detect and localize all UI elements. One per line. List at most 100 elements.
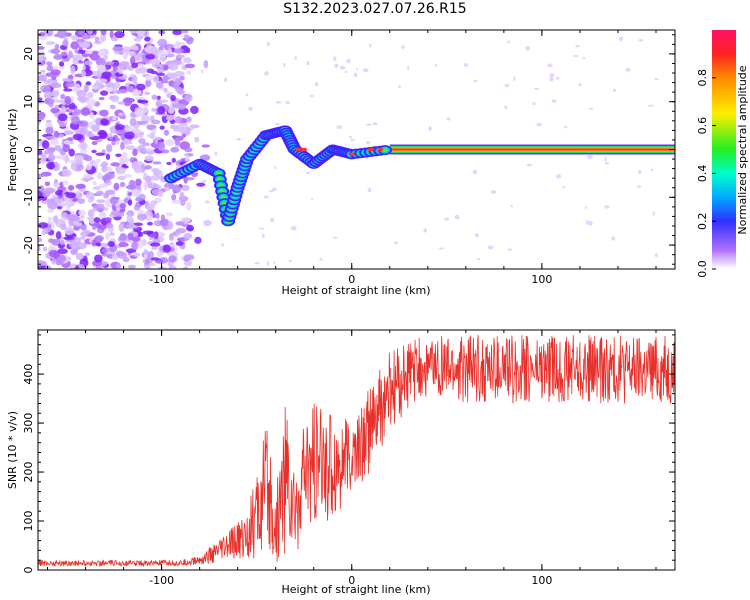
noise-blob bbox=[117, 89, 129, 94]
noise-blob bbox=[150, 119, 161, 125]
noise-blob bbox=[288, 259, 292, 263]
noise-blob bbox=[68, 159, 77, 164]
noise-blob bbox=[144, 91, 151, 96]
noise-blob bbox=[155, 81, 164, 89]
noise-blob bbox=[306, 61, 310, 66]
noise-blob bbox=[290, 225, 297, 231]
noise-blob bbox=[38, 265, 46, 269]
noise-blob bbox=[196, 182, 206, 187]
noise-blob bbox=[129, 179, 136, 186]
noise-blob bbox=[556, 174, 562, 179]
noise-blob bbox=[127, 264, 136, 269]
colorbar-tick-label: 0.6 bbox=[696, 117, 709, 135]
noise-blob bbox=[65, 192, 77, 199]
noise-blob bbox=[79, 236, 86, 240]
noise-blob bbox=[78, 120, 89, 127]
noise-blob bbox=[132, 46, 139, 51]
noise-blob bbox=[353, 72, 358, 78]
noise-blob bbox=[98, 48, 106, 56]
noise-blob bbox=[70, 35, 80, 41]
noise-blob bbox=[128, 225, 139, 229]
noise-blob bbox=[89, 112, 95, 120]
noise-blob bbox=[146, 203, 155, 211]
noise-blob bbox=[38, 245, 41, 252]
noise-blob bbox=[84, 60, 93, 66]
noise-blob bbox=[201, 179, 207, 183]
noise-blob bbox=[652, 211, 655, 216]
noise-blob bbox=[117, 175, 126, 181]
noise-blob bbox=[145, 175, 152, 184]
noise-blob bbox=[38, 115, 45, 121]
noise-blob bbox=[53, 54, 64, 60]
noise-blob bbox=[637, 169, 642, 174]
noise-blob bbox=[168, 255, 177, 263]
noise-blob bbox=[166, 220, 174, 230]
top-ytick-label: 10 bbox=[22, 95, 35, 109]
noise-blob bbox=[122, 51, 128, 60]
colorbar-tick-label: 0.2 bbox=[696, 212, 709, 230]
noise-blob bbox=[125, 145, 136, 150]
snr-plot bbox=[38, 334, 675, 568]
noise-blob bbox=[101, 248, 108, 254]
noise-blob bbox=[131, 241, 139, 250]
noise-blob bbox=[127, 191, 133, 197]
noise-blob bbox=[86, 98, 96, 107]
noise-blob bbox=[454, 214, 460, 220]
noise-blob bbox=[62, 143, 71, 153]
noise-blob bbox=[109, 232, 115, 236]
noise-blob bbox=[625, 67, 631, 72]
noise-blob bbox=[88, 198, 94, 203]
noise-blob bbox=[184, 63, 196, 69]
noise-blob bbox=[165, 114, 174, 121]
noise-blob bbox=[172, 30, 183, 36]
noise-blob bbox=[638, 39, 644, 42]
noise-blob bbox=[95, 152, 105, 156]
noise-blob bbox=[294, 56, 297, 61]
noise-blob bbox=[98, 97, 105, 101]
noise-blob bbox=[75, 252, 84, 261]
noise-blob bbox=[264, 71, 270, 76]
noise-blob bbox=[71, 116, 80, 125]
bottom-xtick-label: 0 bbox=[348, 574, 355, 587]
noise-blob bbox=[54, 43, 60, 50]
noise-blob bbox=[118, 129, 126, 135]
noise-blob bbox=[87, 209, 95, 218]
noise-blob bbox=[551, 99, 557, 103]
noise-blob bbox=[76, 242, 87, 250]
noise-blob bbox=[136, 213, 147, 221]
noise-blob bbox=[314, 82, 319, 87]
noise-blob bbox=[151, 246, 158, 251]
noise-blob bbox=[145, 79, 152, 88]
noise-blob bbox=[63, 130, 74, 135]
noise-blob bbox=[74, 155, 84, 162]
noise-blob bbox=[80, 215, 85, 219]
noise-blob bbox=[97, 208, 104, 213]
noise-blob bbox=[145, 148, 153, 152]
noise-blob bbox=[310, 197, 314, 201]
noise-blob bbox=[114, 203, 120, 207]
noise-blob bbox=[504, 105, 508, 109]
noise-blob bbox=[168, 265, 177, 269]
noise-blob bbox=[111, 85, 118, 94]
noise-blob bbox=[110, 95, 120, 103]
noise-blob bbox=[507, 248, 512, 252]
noise-blob bbox=[174, 70, 185, 77]
noise-blob bbox=[133, 164, 143, 174]
noise-blob bbox=[72, 57, 79, 65]
noise-blob bbox=[91, 141, 98, 146]
noise-blob bbox=[220, 243, 225, 247]
noise-blob bbox=[38, 149, 43, 156]
noise-blob bbox=[147, 221, 153, 226]
noise-blob bbox=[150, 58, 161, 65]
noise-blob bbox=[350, 139, 355, 142]
noise-blob bbox=[101, 71, 112, 79]
noise-blob bbox=[532, 102, 536, 106]
noise-blob bbox=[101, 253, 113, 257]
noise-blob bbox=[111, 36, 119, 42]
noise-blob bbox=[185, 126, 191, 136]
noise-blob bbox=[446, 117, 451, 121]
noise-blob bbox=[77, 60, 84, 64]
noise-blob bbox=[444, 217, 450, 221]
noise-blob bbox=[184, 154, 189, 162]
